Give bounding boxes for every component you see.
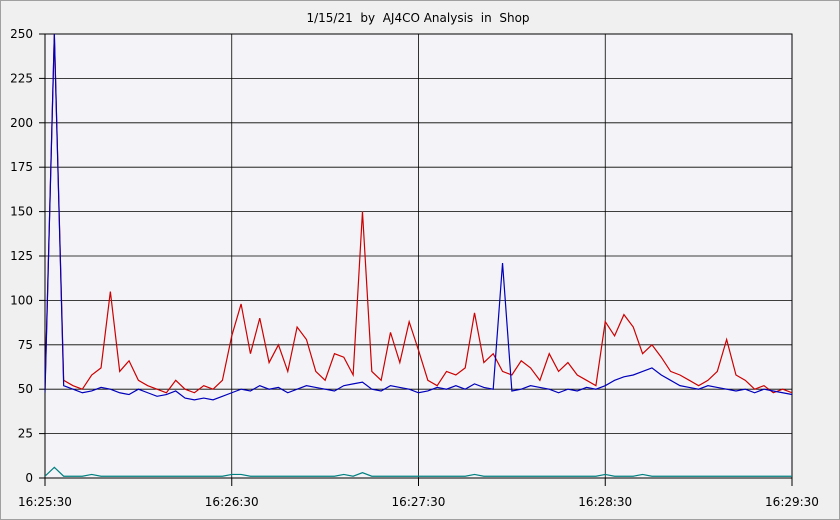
- y-tick-label: 75: [18, 338, 33, 352]
- x-tick-label: 16:26:30: [205, 495, 259, 509]
- y-tick-label: 150: [10, 205, 33, 219]
- x-tick-label: 16:25:30: [18, 495, 72, 509]
- y-tick-label: 225: [10, 71, 33, 85]
- y-tick-label: 100: [10, 293, 33, 307]
- y-tick-label: 200: [10, 116, 33, 130]
- y-tick-label: 125: [10, 249, 33, 263]
- series-line: [45, 466, 792, 477]
- x-tick-label: 16:27:30: [392, 495, 446, 509]
- y-tick-label: 0: [25, 471, 33, 485]
- series-line: [45, 34, 792, 394]
- y-tick-label: 175: [10, 160, 33, 174]
- x-tick-label: 16:29:30: [765, 495, 819, 509]
- chart-title: 1/15/21 by AJ4CO Analysis in Shop: [306, 11, 529, 25]
- series-line: [45, 34, 792, 401]
- y-tick-label: 25: [18, 427, 33, 441]
- y-tick-label: 50: [18, 382, 33, 396]
- y-tick-label: 250: [10, 27, 33, 41]
- x-tick-label: 16:28:30: [578, 495, 632, 509]
